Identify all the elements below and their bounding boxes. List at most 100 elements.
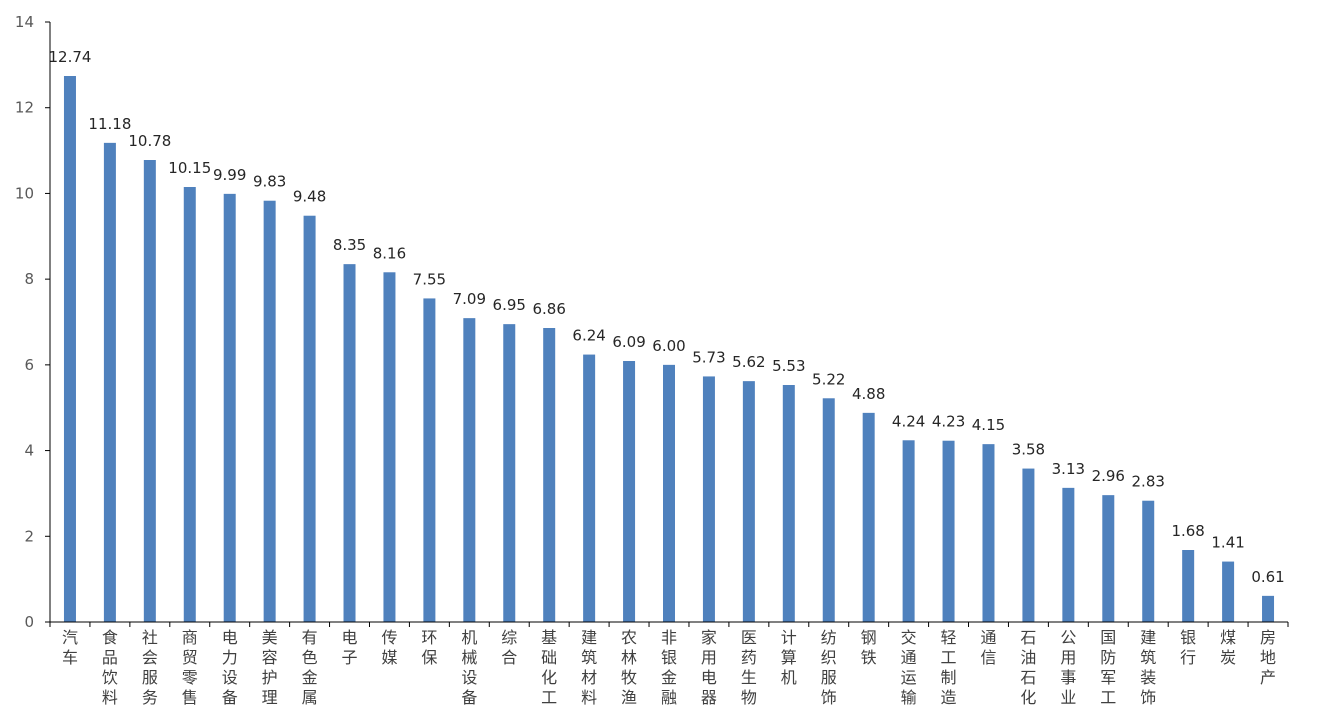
y-tick-label: 2 xyxy=(24,527,34,545)
data-label: 5.73 xyxy=(692,348,725,366)
bar xyxy=(862,412,875,622)
data-label: 7.09 xyxy=(453,290,486,308)
y-tick-label: 14 xyxy=(15,13,34,31)
data-label: 8.16 xyxy=(373,244,406,262)
x-tick-label: 农林牧渔 xyxy=(621,628,637,707)
bar xyxy=(343,264,356,622)
y-tick-label: 4 xyxy=(24,442,34,460)
y-tick-label: 8 xyxy=(24,270,34,288)
data-label: 1.41 xyxy=(1211,534,1244,552)
bar xyxy=(1102,495,1115,622)
bar xyxy=(1262,595,1275,622)
data-label: 5.62 xyxy=(732,353,765,371)
bar xyxy=(942,440,955,622)
x-tick-label: 医药生物 xyxy=(741,628,757,707)
x-tick-label: 商贸零售 xyxy=(182,628,198,707)
x-tick-label: 综合 xyxy=(501,628,517,667)
x-tick-label: 煤炭 xyxy=(1220,628,1236,667)
x-tick-label: 计算机 xyxy=(781,628,797,687)
data-label: 10.15 xyxy=(168,159,211,177)
data-label: 0.61 xyxy=(1251,568,1284,586)
bar xyxy=(103,142,116,622)
bar xyxy=(543,328,556,622)
y-axis: 0 2 4 6 8 10 12 14 xyxy=(15,13,51,631)
data-label: 7.55 xyxy=(413,270,446,288)
bar xyxy=(742,381,755,622)
data-label: 2.96 xyxy=(1092,467,1125,485)
bar xyxy=(183,187,196,622)
data-label: 4.15 xyxy=(972,416,1005,434)
bar xyxy=(1222,561,1235,622)
bar xyxy=(143,160,156,622)
data-label: 3.13 xyxy=(1052,460,1085,478)
x-tick-label: 美容护理 xyxy=(262,628,278,707)
bar xyxy=(1022,468,1035,622)
x-tick-label: 纺织服饰 xyxy=(821,628,837,707)
data-label: 5.53 xyxy=(772,357,805,375)
data-label: 2.83 xyxy=(1132,473,1165,491)
data-label: 1.68 xyxy=(1171,522,1204,540)
data-label: 6.95 xyxy=(493,296,526,314)
data-label: 4.24 xyxy=(892,412,925,430)
bar xyxy=(583,354,596,622)
data-label: 6.09 xyxy=(612,333,645,351)
x-tick-label: 公用事业 xyxy=(1060,628,1076,707)
x-tick-label: 家用电器 xyxy=(701,628,717,707)
x-tick-label: 钢铁 xyxy=(861,628,877,667)
bar xyxy=(902,440,915,622)
bar xyxy=(303,215,316,622)
bar xyxy=(663,364,675,622)
data-label: 8.35 xyxy=(333,236,366,254)
bar xyxy=(223,193,236,622)
x-tick-label: 轻工制造 xyxy=(941,628,957,707)
x-tick-label: 交通运输 xyxy=(901,628,917,707)
x-tick-label: 基础化工 xyxy=(541,628,557,707)
bar xyxy=(263,200,276,622)
y-tick-label: 0 xyxy=(24,613,34,631)
bar xyxy=(623,361,636,622)
x-tick-label: 环保 xyxy=(421,628,437,667)
x-tick-label: 通信 xyxy=(980,628,996,667)
data-label: 6.86 xyxy=(532,300,565,318)
y-tick-label: 12 xyxy=(15,99,34,117)
data-label: 3.58 xyxy=(1012,441,1045,459)
bar xyxy=(1182,550,1195,622)
bar xyxy=(423,298,436,622)
x-tick-label: 银行 xyxy=(1180,628,1196,667)
x-tick-label: 建筑材料 xyxy=(581,628,597,707)
data-label: 9.99 xyxy=(213,166,246,184)
x-tick-label: 石油石化 xyxy=(1020,628,1036,707)
data-label: 10.78 xyxy=(128,132,171,150)
y-tick-label: 6 xyxy=(24,356,34,374)
bar xyxy=(503,324,516,622)
x-tick-label: 传媒 xyxy=(381,628,397,667)
x-tick-label: 电力设备 xyxy=(222,628,238,707)
data-label: 11.18 xyxy=(88,115,131,133)
x-tick-label: 房地产 xyxy=(1260,628,1276,687)
data-label: 6.24 xyxy=(572,327,605,345)
x-tick-label: 汽车 xyxy=(62,628,78,667)
x-tick-label: 机械设备 xyxy=(461,628,477,707)
data-label: 9.48 xyxy=(293,188,326,206)
x-tick-label: 有色金属 xyxy=(302,628,318,707)
bar xyxy=(822,398,835,622)
bar xyxy=(1062,487,1075,622)
bar xyxy=(702,376,715,622)
x-tick-label: 食品饮料 xyxy=(102,628,118,707)
data-label: 12.74 xyxy=(48,48,91,66)
y-tick-label: 10 xyxy=(15,184,34,202)
bar xyxy=(982,444,995,622)
x-tick-label: 非银金融 xyxy=(661,628,677,707)
data-label: 6.00 xyxy=(652,337,685,355)
bar xyxy=(383,272,396,622)
data-label: 9.83 xyxy=(253,173,286,191)
x-tick-label: 社会服务 xyxy=(142,628,158,707)
bar xyxy=(463,318,476,622)
bar xyxy=(63,76,76,622)
x-tick-label: 电子 xyxy=(342,628,358,667)
x-tick-label: 建筑装饰 xyxy=(1140,628,1156,707)
bars-group xyxy=(63,76,1275,622)
